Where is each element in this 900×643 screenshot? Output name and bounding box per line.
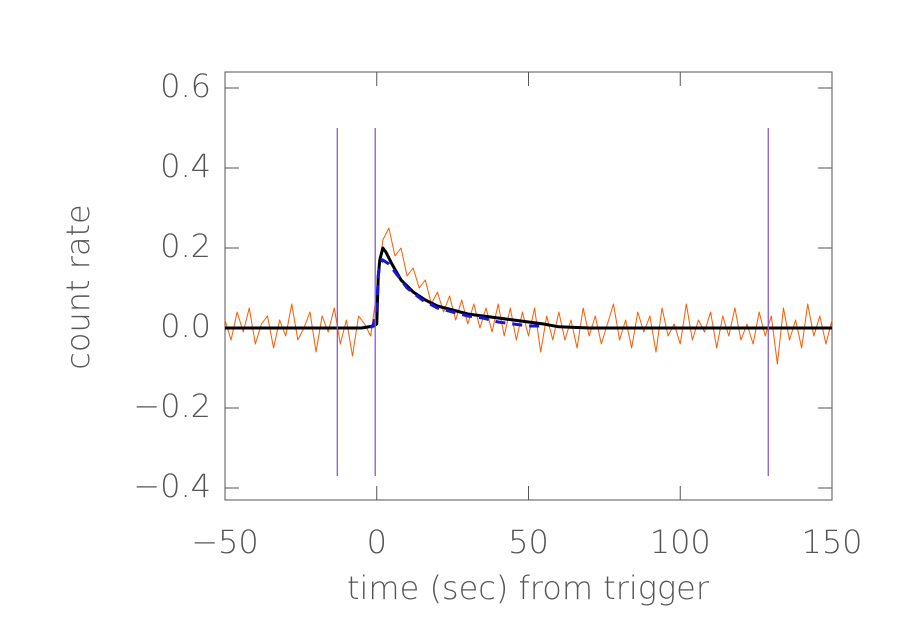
x-tick-label: 50 bbox=[508, 523, 549, 561]
y-tick-label: 0.4 bbox=[160, 147, 211, 185]
y-tick-label: −0.2 bbox=[133, 387, 211, 425]
series-line bbox=[369, 258, 544, 329]
x-tick-label: 0 bbox=[367, 523, 387, 561]
plot-frame bbox=[224, 71, 833, 501]
x-tick-label: 100 bbox=[650, 523, 711, 561]
x-axis-title: time (sec) from trigger bbox=[347, 569, 710, 607]
y-tick-label: −0.4 bbox=[133, 467, 211, 505]
series-line bbox=[225, 246, 832, 330]
y-tick-label: 0.6 bbox=[160, 67, 211, 105]
y-tick-label: 0.0 bbox=[160, 307, 211, 345]
y-tick-label: 0.2 bbox=[160, 227, 211, 265]
series-line bbox=[224, 227, 833, 365]
y-axis-title: count rate bbox=[59, 204, 97, 369]
x-tick-label: −50 bbox=[191, 523, 259, 561]
x-tick-label: 150 bbox=[801, 523, 862, 561]
